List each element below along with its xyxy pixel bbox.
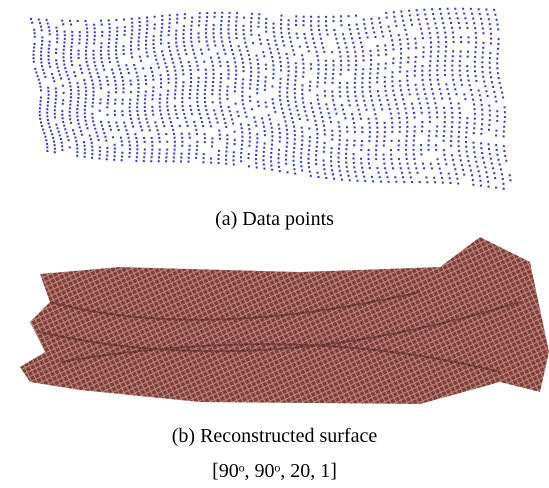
figure: (a) Data points (b) Reconstructed surfac… xyxy=(0,0,549,488)
caption: (b) Reconstructed surface xyxy=(0,425,549,448)
surface-image xyxy=(0,232,549,417)
parameters: [90ᵒ, 90ᵒ, 20, 1] xyxy=(0,460,549,483)
data-points xyxy=(30,8,512,190)
point-cloud xyxy=(0,0,549,200)
caption: (a) Data points xyxy=(0,208,549,231)
surface xyxy=(20,237,549,404)
